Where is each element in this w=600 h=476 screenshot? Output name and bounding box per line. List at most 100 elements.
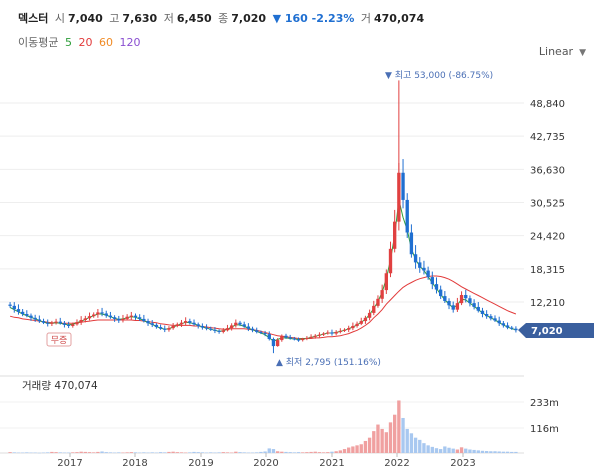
volume-tick-label: 116m	[530, 424, 559, 435]
volume-bar	[108, 452, 113, 453]
candle-body	[468, 298, 472, 304]
candle-body	[438, 289, 443, 297]
volume-bar	[25, 452, 29, 453]
volume-bar	[501, 451, 506, 453]
candle-body	[255, 330, 259, 332]
volume-bar	[284, 451, 288, 453]
time-tick-label: 2022	[384, 458, 409, 469]
volume-bar	[426, 445, 430, 453]
candle-body	[422, 267, 426, 271]
candle-body	[108, 315, 113, 318]
volume-bar	[434, 448, 439, 453]
volume-bar	[225, 452, 230, 453]
volume-bar	[464, 448, 468, 453]
candle-body	[213, 329, 217, 331]
ma-120[interactable]: 120	[119, 36, 141, 49]
candle-body	[129, 315, 133, 317]
candle-body	[263, 333, 267, 335]
close-label: 종	[218, 12, 229, 25]
candles	[8, 80, 518, 354]
candle-body	[305, 337, 309, 339]
volume-bar	[384, 432, 388, 453]
scale-selector[interactable]: Linear ▼	[539, 45, 586, 58]
candle-body	[71, 324, 75, 326]
volume-bar	[158, 452, 163, 453]
volume-bar	[125, 452, 129, 453]
candle-body	[267, 334, 271, 339]
volume-bar	[183, 452, 188, 454]
volume-bar	[66, 452, 71, 454]
candle-body	[100, 312, 104, 314]
candle-body	[229, 325, 234, 329]
volume-bar	[138, 452, 142, 454]
volume-bar	[75, 452, 79, 453]
volume-bar	[359, 444, 363, 453]
volume-bar	[459, 447, 464, 453]
candle-body	[125, 316, 129, 319]
volume-label: 거	[360, 12, 371, 25]
volume-bar	[196, 452, 200, 453]
open-label: 시	[54, 12, 65, 25]
volume-bar	[167, 451, 171, 453]
candle-body	[313, 335, 317, 337]
candle-body	[37, 319, 42, 322]
candle-body	[54, 321, 58, 323]
ma-5[interactable]: 5	[64, 36, 72, 49]
volume-bar	[92, 452, 96, 453]
volume-bar	[133, 452, 138, 453]
volume-bar	[380, 428, 384, 453]
candle-body	[493, 318, 497, 321]
candle-body	[372, 305, 376, 313]
candle-body	[301, 338, 305, 341]
candle-body	[489, 316, 493, 319]
candle-body	[225, 328, 230, 331]
volume-bar	[33, 452, 37, 454]
candle-body	[242, 324, 246, 327]
candle-body	[455, 303, 460, 310]
candle-body	[497, 320, 501, 324]
candle-body	[29, 315, 33, 318]
volume-bar	[267, 448, 271, 453]
candle-body	[133, 315, 138, 318]
candle-body	[355, 323, 359, 326]
candle-body	[188, 321, 192, 323]
ma-60[interactable]: 60	[98, 36, 113, 49]
volume-bar	[455, 449, 460, 453]
ma-20[interactable]: 20	[78, 36, 93, 49]
ma-long-line	[9, 275, 517, 339]
volume-bar	[29, 452, 33, 454]
candle-body	[246, 326, 251, 329]
event-badge[interactable]	[46, 332, 72, 347]
volume-axis: 233m 116m	[530, 398, 559, 435]
volume-bar	[217, 452, 221, 453]
candle-body	[75, 322, 79, 325]
candle-body	[443, 296, 447, 301]
time-axis: 2017 2018 2019 2020 2021 2022 2023	[57, 453, 476, 469]
candle-body	[409, 232, 414, 255]
volume-bar	[234, 451, 238, 453]
volume-bar	[351, 446, 355, 453]
candle-body	[388, 248, 393, 274]
price-change: ▼ 160 -2.23%	[272, 12, 355, 25]
candle-body	[271, 338, 276, 347]
candle-body	[484, 314, 489, 317]
candle-body	[238, 322, 242, 325]
candle-body	[209, 328, 213, 330]
candle-body	[217, 330, 221, 332]
candle-body	[25, 314, 29, 316]
price-tick-label: 42,735	[530, 132, 565, 143]
volume-bar	[46, 452, 50, 453]
volume-bar	[20, 452, 25, 454]
candle-body	[33, 317, 37, 320]
volume-bar	[301, 452, 305, 453]
volume-bar	[179, 452, 184, 453]
volume-bar	[221, 452, 225, 453]
candle-body	[292, 338, 297, 340]
candle-body	[384, 273, 388, 291]
low-value: 6,450	[176, 12, 212, 25]
candle-body	[472, 303, 476, 307]
candle-body	[112, 317, 117, 319]
volume-bar	[317, 452, 322, 453]
candle-body	[376, 298, 380, 306]
